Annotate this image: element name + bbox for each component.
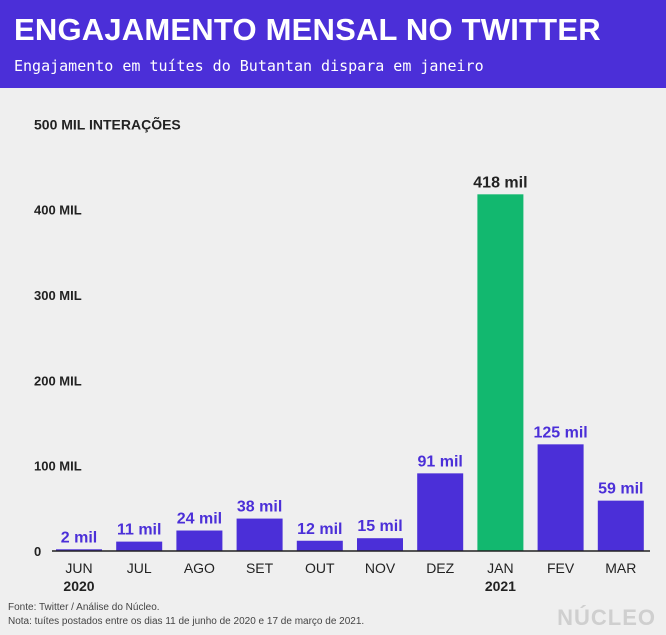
x-tick-label: JUL (127, 560, 152, 576)
value-label: 12 mil (297, 521, 342, 538)
bar-chart: 500 MIL INTERAÇÕES 0 100 MIL 200 MIL 300 MIL… (34, 115, 650, 594)
value-label: 59 mil (598, 481, 643, 498)
bar (116, 541, 163, 551)
bar (477, 194, 524, 551)
value-label: 2 mil (61, 529, 97, 546)
x-tick-label: MAR (605, 560, 636, 576)
value-label: 11 mil (117, 522, 161, 539)
bar (417, 473, 464, 551)
x-tick-label: NOV (365, 560, 396, 576)
value-label: 418 mil (473, 174, 527, 191)
bar (176, 530, 223, 551)
chart-title: ENGAJAMENTO MENSAL NO TWITTER (14, 12, 601, 47)
bar (56, 549, 102, 551)
nucleo-logo: NÚCLEO (557, 605, 656, 630)
value-label: 91 mil (418, 453, 463, 470)
year-label: 2020 (63, 578, 94, 594)
x-tick-label: JAN (487, 560, 513, 576)
y-tick-label: 100 MIL (34, 459, 82, 474)
x-tick-label: FEV (547, 560, 575, 576)
value-label: 38 mil (237, 499, 282, 516)
value-label: 24 mil (177, 511, 222, 528)
footer-note: Nota: tuítes postados entre os dias 11 d… (8, 616, 365, 627)
x-tick-label: OUT (305, 560, 335, 576)
y-tick-label: 200 MIL (34, 373, 82, 388)
x-tick-label: SET (246, 560, 274, 576)
footer-source: Fonte: Twitter / Análise do Núcleo. (8, 602, 160, 613)
header-banner: ENGAJAMENTO MENSAL NO TWITTER Engajament… (0, 0, 666, 88)
x-tick-label: AGO (184, 560, 215, 576)
bar (537, 444, 584, 551)
y-tick-label: 300 MIL (34, 288, 82, 303)
chart-subtitle: Engajamento em tuítes do Butantan dispar… (14, 57, 484, 75)
x-tick-label: DEZ (426, 560, 454, 576)
bar (296, 540, 343, 551)
y-axis-title: 500 MIL INTERAÇÕES (34, 115, 181, 132)
y-tick-label: 400 MIL (34, 203, 82, 218)
bar (597, 500, 644, 551)
value-label: 125 mil (533, 424, 587, 441)
x-tick-label: JUN (65, 560, 92, 576)
bar (236, 518, 283, 551)
value-label: 15 mil (357, 518, 402, 535)
bar (357, 538, 403, 551)
y-tick-label: 0 (34, 544, 41, 559)
year-label: 2021 (485, 578, 516, 594)
